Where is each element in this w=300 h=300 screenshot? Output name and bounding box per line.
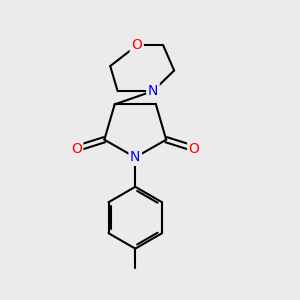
Text: O: O [131, 38, 142, 52]
Text: O: O [71, 142, 82, 155]
Text: N: N [130, 150, 140, 164]
Text: O: O [189, 142, 200, 155]
Text: N: N [148, 84, 158, 98]
